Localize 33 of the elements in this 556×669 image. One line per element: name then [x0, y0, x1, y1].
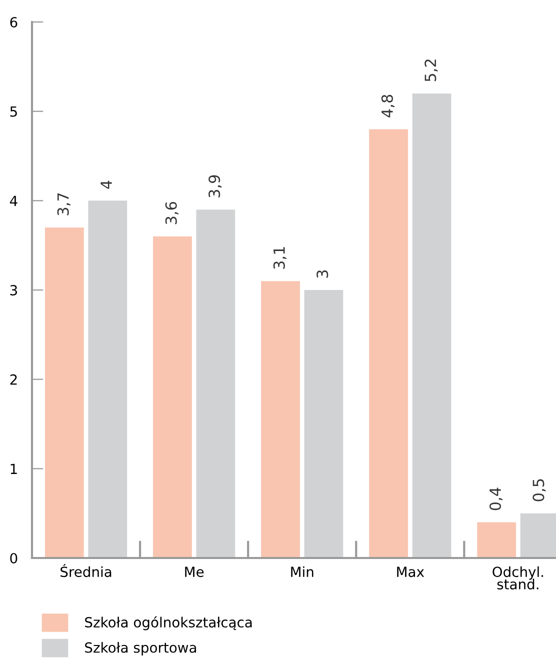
x-tick-label: Min	[291, 566, 314, 577]
data-label: 3	[316, 270, 328, 278]
data-label: 3,9	[208, 175, 222, 198]
data-label: 4	[100, 180, 112, 189]
bar	[477, 522, 516, 558]
data-label: 3,1	[273, 247, 286, 269]
y-tick-label: 6	[10, 16, 18, 28]
bar	[196, 210, 236, 558]
y-tick-label: 4	[10, 196, 18, 206]
y-tick-label: 3	[10, 284, 17, 296]
data-label: 0,4	[489, 488, 503, 510]
x-tick-label: Średnia	[60, 564, 112, 578]
y-tick-label: 0	[10, 552, 18, 564]
bar	[304, 290, 344, 558]
x-tick-label: Max	[397, 566, 424, 578]
bar	[412, 93, 452, 558]
y-tick-label: 2	[10, 374, 17, 385]
data-label: 4,8	[381, 94, 395, 118]
y-tick-label: 5	[10, 106, 17, 117]
x-tick-label: Odchyl. stand.	[492, 566, 544, 590]
data-label: 5,2	[424, 60, 438, 82]
x-tick-label: Me	[185, 566, 204, 578]
bar	[261, 281, 300, 558]
data-label: 3,6	[165, 202, 178, 224]
legend-label: Szkoła sportowa	[85, 642, 196, 656]
y-tick-label: 1	[10, 464, 17, 474]
data-label: 3,7	[57, 193, 70, 216]
bar	[88, 200, 128, 558]
legend-label: Szkoła ogólnokształcąca	[85, 616, 252, 630]
bar	[153, 236, 192, 558]
data-label: 0,5	[532, 479, 546, 502]
bar	[369, 129, 408, 558]
bar	[44, 227, 84, 558]
